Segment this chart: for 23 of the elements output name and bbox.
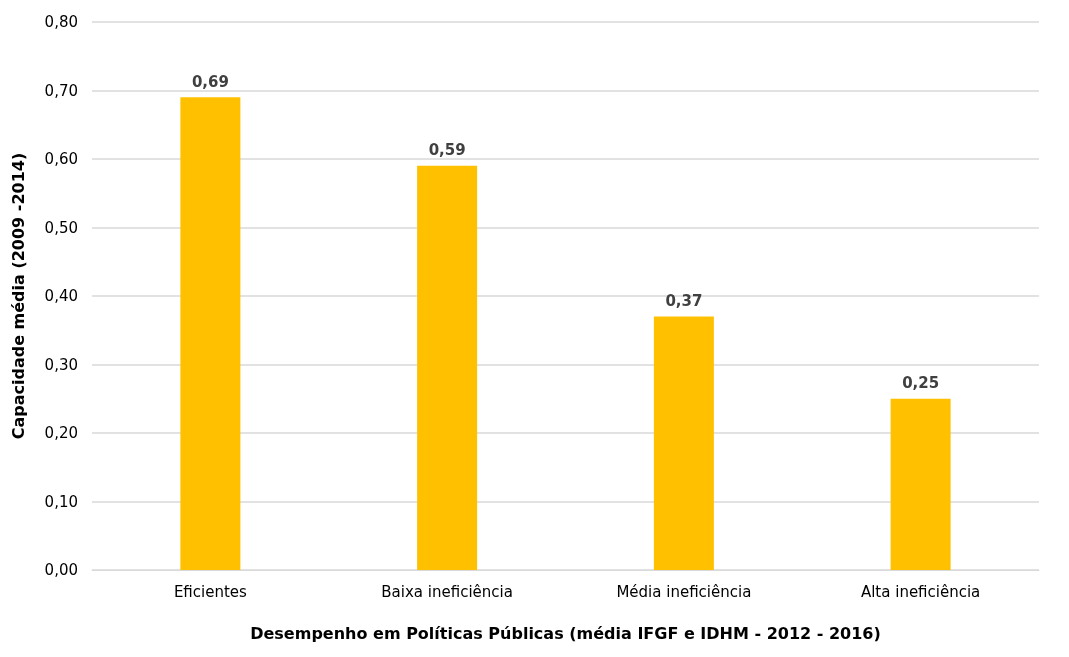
bar	[180, 97, 241, 570]
data-label: 0,69	[191, 72, 229, 91]
bar	[653, 316, 714, 570]
data-label: 0,37	[665, 292, 703, 311]
x-tick-label: Baixa ineficiência	[381, 582, 513, 601]
y-tick-label: 0,20	[44, 424, 78, 442]
bar	[890, 398, 951, 570]
x-tick-label: Eficientes	[173, 582, 248, 601]
y-axis-title: Capacidade média (2009 -2014)	[8, 152, 28, 440]
y-tick-label: 0,40	[44, 287, 78, 305]
data-label: 0,25	[902, 374, 940, 393]
x-tick-label: Média ineficiência	[616, 582, 752, 601]
x-tick-label: Alta ineficiência	[860, 582, 981, 601]
bar	[417, 165, 478, 570]
y-tick-label: 0,30	[44, 355, 78, 374]
x-axis-title: Desempenho em Políticas Públicas (média IFGF e IDHM - 2012 - 2016)	[250, 623, 881, 643]
data-label: 0,59	[428, 141, 466, 160]
y-tick-label: 0,00	[44, 561, 78, 579]
y-tick-label: 0,50	[44, 218, 78, 237]
y-tick-label: 0,60	[44, 150, 78, 168]
y-tick-label: 0,80	[44, 13, 78, 31]
y-tick-label: 0,10	[44, 492, 78, 511]
y-tick-label: 0,70	[44, 81, 78, 100]
